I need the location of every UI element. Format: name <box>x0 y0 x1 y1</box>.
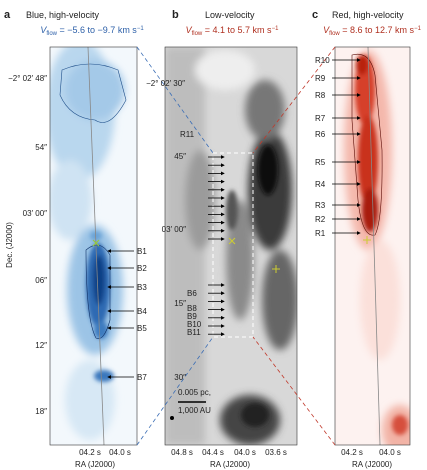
knot-label: R2 <box>315 215 326 224</box>
panel-b-frame <box>164 46 298 446</box>
panel-b-image <box>165 47 297 445</box>
panel-letter: c <box>312 9 318 21</box>
dec-tick-label: 03′ 00″ <box>162 225 187 234</box>
dec-axis-label: Dec. (J2000) <box>5 222 14 268</box>
knot-label: B9 <box>187 312 197 321</box>
subtitle-part: V <box>186 25 193 35</box>
panel-subtitle: Vflow = 4.1 to 5.7 km s−1 <box>186 25 279 37</box>
panel-subtitle: Vflow = 8.6 to 12.7 km s−1 <box>323 25 421 37</box>
ra-tick-label: 03.6 s <box>265 448 287 457</box>
ra-axis-label: RA (J2000) <box>352 460 392 469</box>
subtitle-part: = 4.1 to 5.7 km s <box>202 25 272 35</box>
knot-label: B10 <box>187 320 202 329</box>
scale-bar-label: 0.005 pc, <box>178 388 211 397</box>
dec-tick-label: −2° 02′ 48″ <box>8 74 47 83</box>
subtitle-part: −1 <box>414 26 422 32</box>
panel-title: Blue, high-velocity <box>26 10 100 20</box>
ra-tick-label: 04.2 s <box>79 448 101 457</box>
dec-tick-label: 30″ <box>174 373 186 382</box>
ra-tick-label: 04.8 s <box>171 448 193 457</box>
knot-label: B6 <box>187 289 197 298</box>
knot-label: B11 <box>187 328 201 337</box>
dec-tick-label: −2° 02′ 30″ <box>146 79 185 88</box>
knot-label: R8 <box>315 91 326 100</box>
knot-label: B5 <box>137 324 147 333</box>
panel-a-image <box>50 47 137 445</box>
dec-tick-label: 54″ <box>35 143 47 152</box>
knot-label: B1 <box>137 247 147 256</box>
annotations: a Blue, high-velocity Vflow = −5.6 to −9.7… <box>4 9 422 469</box>
knot-label: B2 <box>137 264 147 273</box>
ra-tick-label: 04.0 s <box>379 448 401 457</box>
panel-subtitle: Vflow = −5.6 to −9.7 km s−1 <box>40 25 144 37</box>
panel-title: Red, high-velocity <box>332 10 404 20</box>
dec-tick-label: 45″ <box>174 152 186 161</box>
scale-bar-label: 1,000 AU <box>178 406 211 415</box>
subtitle-part: flow <box>192 31 203 37</box>
knot-label: B3 <box>137 283 147 292</box>
subtitle-part: flow <box>329 31 340 37</box>
knot-label: R4 <box>315 180 326 189</box>
subtitle-part: −1 <box>272 26 280 32</box>
subtitle-part: V <box>40 25 47 35</box>
subtitle-part: −1 <box>137 26 145 32</box>
ra-tick-label: 04.0 s <box>234 448 256 457</box>
panel-a-frame <box>49 46 138 446</box>
ra-tick-label: 04.0 s <box>109 448 131 457</box>
panel-c-frame <box>334 46 411 446</box>
knot-label: B4 <box>137 307 147 316</box>
knot-label: B8 <box>187 304 197 313</box>
knot-label: R11 <box>180 130 195 139</box>
ra-axis-label: RA (J2000) <box>210 460 250 469</box>
ra-tick-label: 04.4 s <box>202 448 224 457</box>
ra-axis-label: RA (J2000) <box>75 460 115 469</box>
knot-label: R3 <box>315 201 326 210</box>
panel-letter: a <box>4 9 11 21</box>
knot-label: R6 <box>315 130 326 139</box>
panel-c-image <box>335 47 410 445</box>
subtitle-part: = −5.6 to −9.7 km s <box>57 25 137 35</box>
zoom-connectors <box>136 46 336 446</box>
subtitle-part: V <box>323 25 330 35</box>
knot-label: R9 <box>315 74 326 83</box>
dec-tick-label: 03′ 00″ <box>23 209 48 218</box>
subtitle-part: = 8.6 to 12.7 km s <box>340 25 415 35</box>
dec-tick-label: 15″ <box>174 299 186 308</box>
knot-label: B7 <box>137 373 147 382</box>
dec-tick-label: 06″ <box>35 276 47 285</box>
subtitle-part: flow <box>46 31 57 37</box>
panel-letter: b <box>172 9 179 21</box>
dec-tick-label: 12″ <box>35 341 47 350</box>
panel-title: Low-velocity <box>205 10 255 20</box>
knot-label: R10 <box>315 56 330 65</box>
knot-label: R1 <box>315 229 326 238</box>
knot-label: R5 <box>315 158 326 167</box>
knot-label: R7 <box>315 114 326 123</box>
ra-tick-label: 04.2 s <box>341 448 363 457</box>
dec-tick-label: 18″ <box>35 407 47 416</box>
